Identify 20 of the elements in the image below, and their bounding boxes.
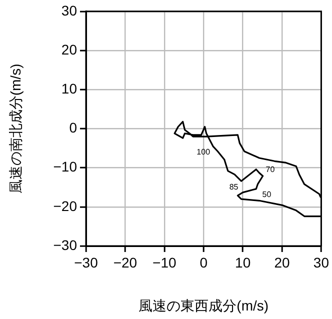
y-tick-label: 10 (61, 80, 78, 96)
y-axis-title: 風速の南北成分(m/s) (7, 64, 24, 194)
y-tick-label: −20 (53, 198, 78, 214)
y-tick-label: 30 (61, 2, 78, 18)
x-tick-label: −10 (152, 254, 176, 270)
x-tick-label: 10 (235, 254, 251, 270)
x-tick-label: 30 (313, 254, 330, 270)
annotation: 70 (266, 165, 276, 174)
annotation: 50 (262, 190, 272, 199)
x-axis-title: 風速の東西成分(m/s) (138, 297, 269, 314)
y-tick-label: 20 (61, 41, 78, 58)
annotation: 100 (196, 148, 211, 156)
y-tick-label: −10 (53, 158, 78, 175)
x-tick-label: −30 (74, 254, 98, 270)
y-tick-label: 0 (69, 120, 78, 136)
y-tick-label: −30 (53, 236, 78, 253)
x-tick-label: 0 (200, 254, 208, 270)
annotation: 85 (229, 182, 239, 192)
x-tick-label: −20 (113, 254, 138, 270)
x-tick-label: 20 (274, 254, 290, 270)
